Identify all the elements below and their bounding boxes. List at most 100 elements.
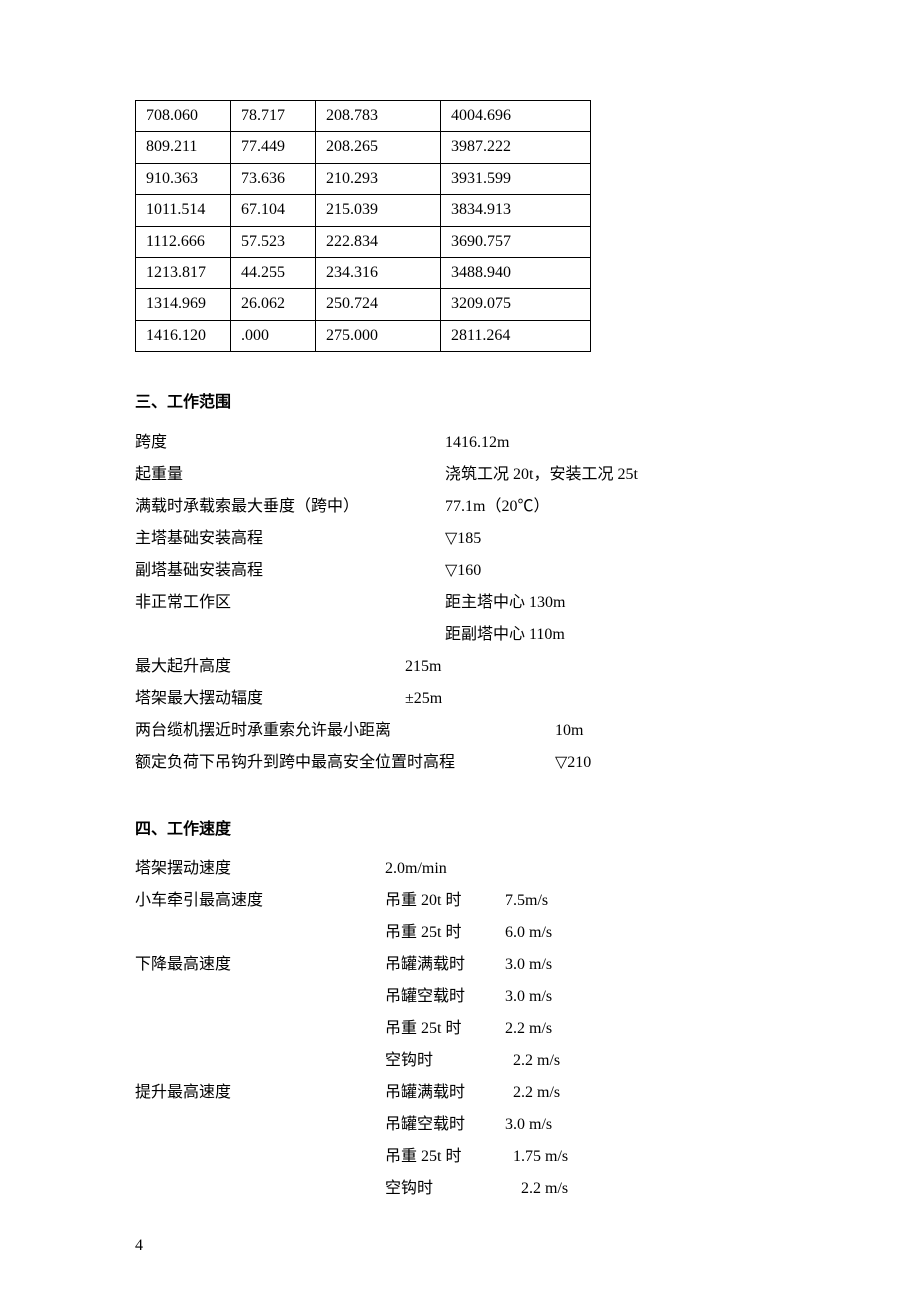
kv-value: 浇筑工况 20t，安装工况 25t [445,459,638,491]
kv-label: 提升最高速度 [135,1077,385,1109]
kv-label: 主塔基础安装高程 [135,523,445,555]
kv-label [135,1045,385,1077]
table-cell: 215.039 [316,195,441,226]
table-cell: 3987.222 [441,132,591,163]
kv-row: 提升最高速度吊罐满载时 2.2 m/s [135,1077,785,1109]
table-cell: 234.316 [316,257,441,288]
kv-value: 2.2 m/s [505,1077,560,1109]
kv-label [135,619,445,651]
table-cell: 222.834 [316,226,441,257]
kv-value: 1.75 m/s [505,1141,568,1173]
table-cell: 3834.913 [441,195,591,226]
table-row: 1213.81744.255234.3163488.940 [136,257,591,288]
kv-row: 满载时承载索最大垂度（跨中）77.1m（20℃） [135,491,785,523]
kv-row: 吊重 25t 时 1.75 m/s [135,1141,785,1173]
kv-mid: 吊重 20t 时 [385,885,505,917]
kv-row: 非正常工作区距主塔中心 130m [135,587,785,619]
table-cell: 77.449 [231,132,316,163]
kv-row: 吊罐空载时3.0 m/s [135,1109,785,1141]
table-cell: 67.104 [231,195,316,226]
table-cell: 1011.514 [136,195,231,226]
kv-row: 空钩时 2.2 m/s [135,1173,785,1205]
table-cell: 4004.696 [441,101,591,132]
section-work-range: 三、工作范围 跨度1416.12m起重量浇筑工况 20t，安装工况 25t满载时… [135,392,785,778]
kv-label [135,1109,385,1141]
kv-row: 吊重 25t 时6.0 m/s [135,917,785,949]
kv-label: 下降最高速度 [135,949,385,981]
kv-label: 塔架摆动速度 [135,853,385,885]
kv-label: 额定负荷下吊钩升到跨中最高安全位置时高程 [135,747,555,779]
table-cell: 1213.817 [136,257,231,288]
kv-label [135,1173,385,1205]
kv-label: 最大起升高度 [135,651,445,683]
table-row: 910.36373.636210.2933931.599 [136,163,591,194]
kv-label: 非正常工作区 [135,587,445,619]
kv-mid: 吊罐满载时 [385,949,505,981]
kv-mid: 2.0m/min [385,853,505,885]
table-cell: 3209.075 [441,289,591,320]
kv-mid: 吊罐空载时 [385,1109,505,1141]
kv-row: 起重量浇筑工况 20t，安装工况 25t [135,459,785,491]
kv-row: 塔架摆动速度2.0m/min [135,853,785,885]
kv-mid: 空钩时 [385,1173,505,1205]
table-cell: 3488.940 [441,257,591,288]
kv-value: 3.0 m/s [505,1109,552,1141]
kv-label: 小车牵引最高速度 [135,885,385,917]
page-number: 4 [135,1235,143,1257]
table-row: 1011.51467.104215.0393834.913 [136,195,591,226]
kv-row: 副塔基础安装高程▽160 [135,555,785,587]
section4-heading: 四、工作速度 [135,819,785,841]
kv-row: 空钩时 2.2 m/s [135,1045,785,1077]
table-cell: 1112.666 [136,226,231,257]
kv-value: 1416.12m [445,427,509,459]
table-cell: 208.783 [316,101,441,132]
table-cell: 1416.120 [136,320,231,351]
table-cell: .000 [231,320,316,351]
kv-row: 吊罐空载时3.0 m/s [135,981,785,1013]
table-cell: 3931.599 [441,163,591,194]
table-cell: 210.293 [316,163,441,194]
kv-mid: 吊重 25t 时 [385,1013,505,1045]
section3-heading: 三、工作范围 [135,392,785,414]
table-cell: 275.000 [316,320,441,351]
kv-label [135,1013,385,1045]
kv-value: 距副塔中心 110m [445,619,565,651]
table-cell: 208.265 [316,132,441,163]
kv-value: 2.2 m/s [505,1173,568,1205]
kv-mid: 吊罐满载时 [385,1077,505,1109]
kv-row: 塔架最大摆动辐度±25m [135,683,785,715]
kv-label: 跨度 [135,427,445,459]
table-row: 1112.66657.523222.8343690.757 [136,226,591,257]
kv-mid: 吊重 25t 时 [385,917,505,949]
kv-value: ▽185 [445,523,481,555]
kv-row: 两台缆机摆近时承重索允许最小距离10m [135,715,785,747]
kv-value: 7.5m/s [505,885,548,917]
table-row: 1314.96926.062250.7243209.075 [136,289,591,320]
table-cell: 3690.757 [441,226,591,257]
kv-label: 塔架最大摆动辐度 [135,683,445,715]
table-cell: 26.062 [231,289,316,320]
data-table: 708.06078.717208.7834004.696809.21177.44… [135,100,591,352]
kv-row: 吊重 25t 时2.2 m/s [135,1013,785,1045]
kv-value: ±25m [405,683,442,715]
kv-label: 副塔基础安装高程 [135,555,445,587]
kv-label [135,981,385,1013]
table-cell: 44.255 [231,257,316,288]
kv-label [135,917,385,949]
kv-row: 最大起升高度215m [135,651,785,683]
kv-value: 距主塔中心 130m [445,587,565,619]
table-cell: 809.211 [136,132,231,163]
kv-row: 距副塔中心 110m [135,619,785,651]
table-cell: 73.636 [231,163,316,194]
kv-value: 3.0 m/s [505,981,552,1013]
kv-value: 77.1m（20℃） [445,491,549,523]
kv-value: ▽160 [445,555,481,587]
table-cell: 910.363 [136,163,231,194]
kv-row: 下降最高速度吊罐满载时3.0 m/s [135,949,785,981]
kv-value: ▽210 [555,747,591,779]
kv-label: 两台缆机摆近时承重索允许最小距离 [135,715,555,747]
kv-value: 6.0 m/s [505,917,552,949]
kv-row: 额定负荷下吊钩升到跨中最高安全位置时高程▽210 [135,747,785,779]
kv-value: 3.0 m/s [505,949,552,981]
table-cell: 78.717 [231,101,316,132]
